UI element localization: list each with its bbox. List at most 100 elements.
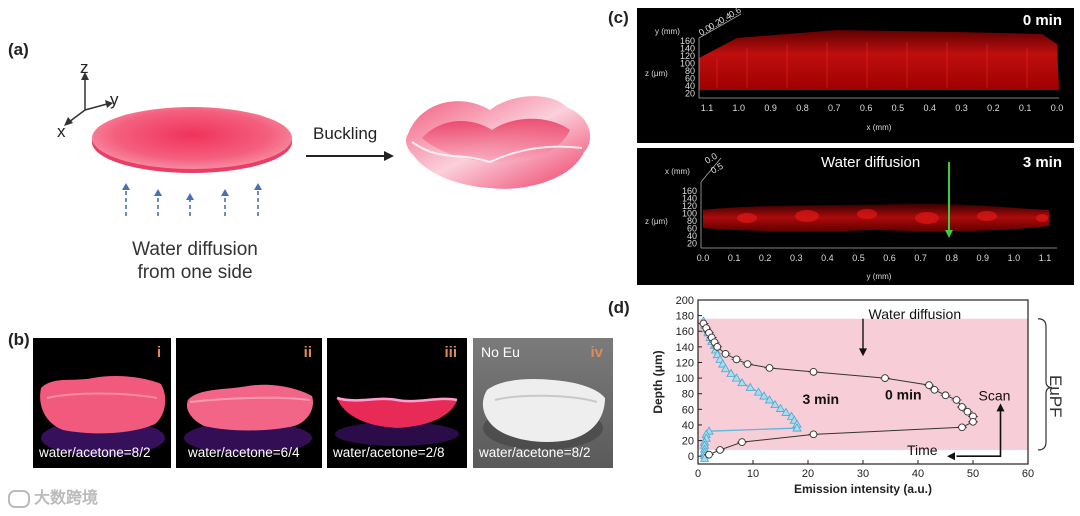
y-tick-label: 0.1 xyxy=(728,253,741,263)
photo-iii-tag: iii xyxy=(444,344,457,361)
series-0min-point xyxy=(952,396,961,404)
z-tick-label: 20 xyxy=(685,89,695,99)
series-3min-point xyxy=(775,403,786,412)
x-axis-title: x (mm) xyxy=(867,123,892,132)
x-tick-label: 0 xyxy=(695,468,701,480)
series-3min-point xyxy=(699,453,710,462)
y-tick-label: 0.2 xyxy=(759,253,772,263)
y-axis-title: Depth (μm) xyxy=(651,350,665,413)
watermark-logo-icon xyxy=(8,489,30,508)
watermark: 大数跨境 xyxy=(8,484,98,508)
x-tick-label: 50 xyxy=(967,468,979,480)
series-3min-point xyxy=(753,387,764,396)
photo-i-condition: water/acetone=8/2 xyxy=(39,445,151,460)
flat-disk-illustration xyxy=(92,107,292,173)
water-diffusion-annotation: Water diffusion xyxy=(821,154,921,171)
photo-iii-sample xyxy=(335,396,459,446)
x-axis-title: x (mm) xyxy=(665,167,690,176)
series-3min-point xyxy=(759,391,769,400)
y-tick-label: 0.3 xyxy=(790,253,803,263)
photo-iii: iii water/acetone=2/8 xyxy=(327,338,467,468)
confocal-0min-time: 0 min xyxy=(1022,12,1062,29)
x-tick-label: 0.5 xyxy=(892,103,905,113)
confocal-image-3min: 160 140 120 100 80 60 40 20 z (μm) 0.0 0.1 0.2 0.3 0… xyxy=(637,148,1074,285)
y-tick-label: 200 xyxy=(676,295,694,307)
z-axis-letter: z xyxy=(80,58,89,77)
emission-depth-chart: 0 10 20 30 40 50 60 0 20 40 60 80 100 120 140 160 180 200… xyxy=(651,295,1053,496)
caption-line-1: Water diffusion xyxy=(132,239,258,260)
z-tick-label: 20 xyxy=(687,239,697,249)
series-3min-point xyxy=(726,368,736,377)
x-tick-label: 0.0 xyxy=(1051,103,1064,113)
water-diffusion-arrowhead xyxy=(859,348,867,357)
z-axis-title: z (μm) xyxy=(645,217,668,226)
x-tick-label: 0.4 xyxy=(923,103,936,113)
x-tick-label: 60 xyxy=(1022,468,1034,480)
series-0min-label: 0 min xyxy=(885,386,922,402)
panel-c-label: (c) xyxy=(608,8,629,27)
x-tick-label: 20 xyxy=(802,468,814,480)
buckled-bowl-illustration xyxy=(406,96,591,189)
z-tick-label: 60 xyxy=(685,74,695,84)
y-tick-label: 20 xyxy=(682,436,694,448)
series-3min-point xyxy=(737,377,747,387)
scan-time-arrow xyxy=(956,409,1002,457)
series-0min-point xyxy=(969,417,977,426)
eupf-side-label: EuPF xyxy=(1046,375,1065,418)
z-tick-label: 80 xyxy=(685,66,695,76)
panel-b-label: (b) xyxy=(8,330,30,349)
photo-ii-tag: ii xyxy=(303,344,312,361)
z-tick-label: 160 xyxy=(682,186,697,196)
photo-iv: No Eu iv water/acetone=8/2 xyxy=(473,338,613,468)
z-axis-title: z (μm) xyxy=(645,69,668,78)
y-tick-label: 140 xyxy=(676,342,694,354)
water-diffusion-label: Water diffusion xyxy=(869,306,962,322)
series-3min-point xyxy=(764,395,775,404)
series-3min-point xyxy=(792,423,802,432)
x-tick-label: 0.8 xyxy=(796,103,809,113)
series-0min-point xyxy=(743,360,752,368)
photo-iii-condition: water/acetone=2/8 xyxy=(333,445,445,460)
series-0min-point xyxy=(809,367,818,376)
series-0min-point xyxy=(925,381,933,389)
series-0min-point xyxy=(963,407,972,416)
x-axis-title: Emission intensity (a.u.) xyxy=(794,482,932,496)
y-tick-label: 0.8 xyxy=(945,253,958,263)
y-tick-label: 0.0 xyxy=(697,253,710,263)
x-tick-label: 1.0 xyxy=(733,103,746,113)
series-3min-label: 3 min xyxy=(803,391,840,407)
time-arrowhead xyxy=(947,452,955,461)
confocal-image-0min: 160 140 120 100 80 60 40 20 z (μm) 1.1 1.0 0.9 0.8 0… xyxy=(637,5,1074,143)
series-3min-point xyxy=(770,399,780,409)
photo-iv-sample xyxy=(482,379,605,450)
x-tick-label: 0.1 xyxy=(1019,103,1032,113)
diffusion-caption: Water diffusion from one side xyxy=(100,238,290,284)
x-tick-label: 1.1 xyxy=(701,103,714,113)
y-tick-label: 100 xyxy=(676,373,694,385)
water-diffusion-arrows xyxy=(122,183,262,216)
z-tick-label: 160 xyxy=(680,36,695,46)
eupf-brace xyxy=(1037,318,1053,451)
photo-i-tag: i xyxy=(156,344,161,361)
y-tick-label: 180 xyxy=(676,311,694,323)
series-0min-point xyxy=(881,374,889,382)
confocal-3min-time: 3 min xyxy=(1022,154,1062,171)
z-tick-label: 100 xyxy=(682,209,697,219)
series-0min-point xyxy=(732,355,741,364)
scan-label: Scan xyxy=(979,387,1011,403)
series-0min-point xyxy=(958,403,966,411)
photo-i: i water/acetone=8/2 xyxy=(33,338,171,468)
y-tick-label: 0.5 xyxy=(852,253,865,263)
series-0min-point xyxy=(958,423,966,432)
photo-i-sample xyxy=(40,376,166,456)
series-3min-point xyxy=(731,373,742,382)
buckling-arrow xyxy=(306,151,394,161)
scan-arrowhead xyxy=(996,403,1005,412)
photo-ii-sample xyxy=(184,384,314,454)
coordinate-axes-diagram xyxy=(64,72,113,126)
photo-iv-tag: iv xyxy=(590,344,603,361)
series-0min-point xyxy=(721,350,730,358)
series-0min-point xyxy=(765,364,774,372)
y-tick-label: 0.4 xyxy=(821,253,834,263)
